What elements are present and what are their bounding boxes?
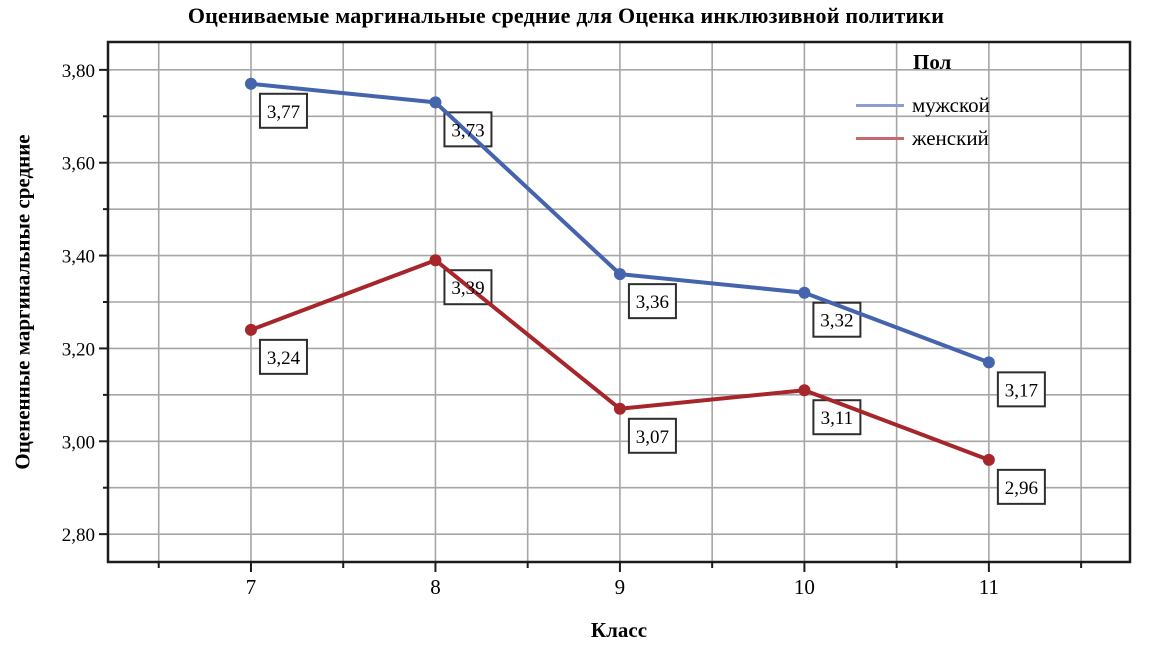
chart-title: Оцениваемые маргинальные средние для Оце… bbox=[187, 3, 945, 28]
legend-item-label: мужской bbox=[912, 93, 990, 117]
y-axis-tick-label: 3,00 bbox=[62, 432, 95, 453]
data-point bbox=[982, 356, 995, 369]
legend-item-label: женский bbox=[912, 126, 989, 150]
data-point bbox=[798, 384, 811, 397]
legend-item-female: женский bbox=[856, 122, 990, 155]
plot-frame bbox=[106, 40, 1132, 564]
data-point bbox=[429, 96, 442, 109]
x-axis-tick-label: 10 bbox=[794, 575, 815, 599]
data-point bbox=[613, 402, 626, 415]
x-axis-tick-label: 9 bbox=[615, 575, 626, 599]
data-point bbox=[613, 268, 626, 281]
y-axis-tick-label: 3,80 bbox=[62, 61, 95, 82]
data-label-box bbox=[996, 468, 1046, 505]
data-label: 3,24 bbox=[267, 348, 301, 369]
data-label-box bbox=[812, 301, 862, 338]
data-label-box bbox=[627, 283, 677, 320]
legend-item-male: мужской bbox=[856, 89, 990, 122]
data-label: 3,07 bbox=[636, 427, 669, 448]
data-label-box bbox=[996, 371, 1046, 408]
data-point bbox=[244, 77, 257, 90]
legend-line-swatch-male bbox=[856, 104, 904, 107]
x-axis-title: Класс bbox=[590, 618, 648, 642]
y-axis-tick-label: 3,40 bbox=[62, 247, 95, 268]
x-axis-tick-label: 11 bbox=[979, 575, 999, 599]
data-label: 3,36 bbox=[636, 292, 669, 313]
data-label-box bbox=[627, 417, 677, 454]
data-label: 3,73 bbox=[451, 120, 484, 141]
y-axis-tick-label: 3,60 bbox=[62, 154, 95, 175]
data-point bbox=[244, 323, 257, 336]
data-label-box bbox=[258, 338, 308, 375]
data-label: 3,17 bbox=[1005, 380, 1038, 401]
data-label: 3,11 bbox=[821, 408, 854, 429]
y-axis-tick-label: 2,80 bbox=[62, 525, 95, 546]
data-label: 3,32 bbox=[820, 311, 853, 332]
data-point bbox=[429, 254, 442, 267]
x-axis-tick-label: 8 bbox=[430, 575, 441, 599]
data-label: 2,96 bbox=[1005, 478, 1038, 499]
x-axis-tick-label: 7 bbox=[246, 575, 257, 599]
y-axis-tick-label: 3,20 bbox=[62, 339, 95, 360]
legend-line-swatch-female bbox=[856, 137, 904, 140]
data-point bbox=[982, 453, 995, 466]
data-label-box bbox=[812, 399, 862, 436]
data-label-box bbox=[258, 92, 308, 129]
legend: Пол мужской женский bbox=[856, 50, 990, 155]
data-label: 3,77 bbox=[267, 102, 300, 123]
data-point bbox=[798, 286, 811, 299]
legend-title: Пол bbox=[913, 50, 952, 74]
data-label: 3,39 bbox=[451, 278, 484, 299]
